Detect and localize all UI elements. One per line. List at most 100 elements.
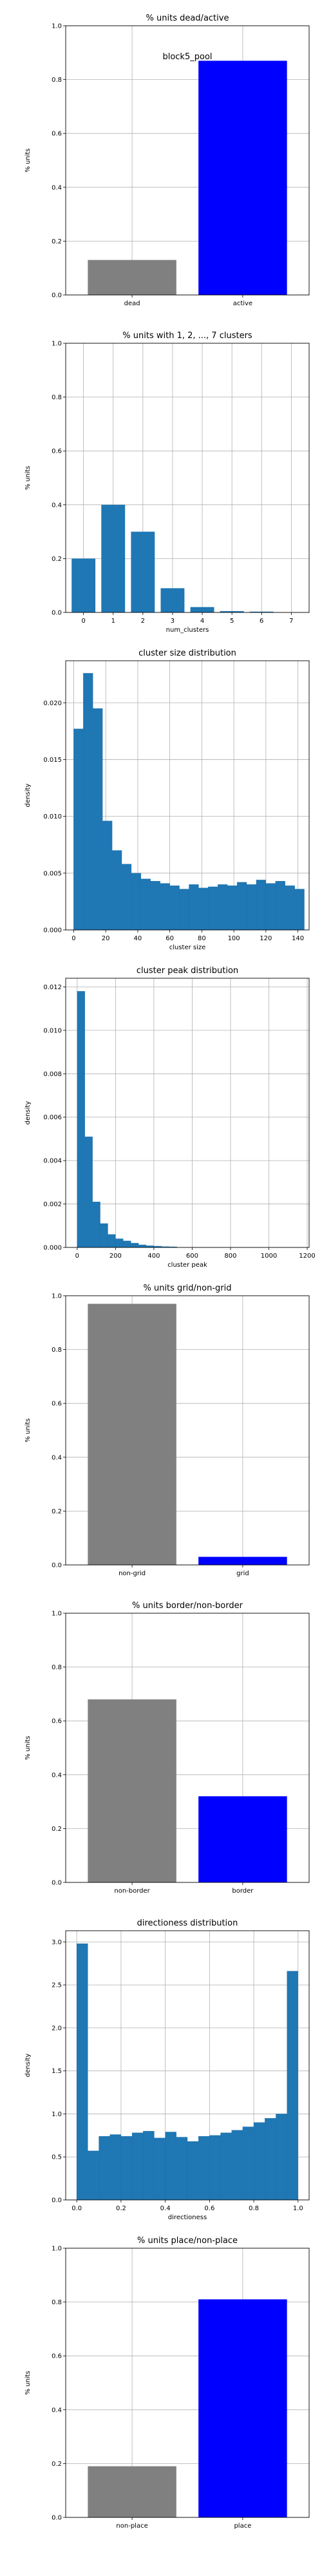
histogram-bin: [275, 881, 285, 931]
chart-title: cluster size distribution: [138, 649, 236, 658]
chart-title: % units with 1, 2, ..., 7 clusters: [122, 331, 252, 341]
bar-4: [190, 607, 214, 612]
histogram-bin: [123, 1240, 131, 1248]
x-tick-label: 0.8: [249, 2205, 259, 2212]
histogram-bin: [88, 2150, 99, 2201]
histogram-bin: [93, 708, 103, 931]
histogram-bin: [83, 673, 93, 931]
histogram-bin: [198, 887, 209, 931]
histogram-bin: [165, 2132, 176, 2201]
y-tick-label: 0.4: [52, 1772, 62, 1779]
plot-frame: [65, 1930, 310, 2201]
x-tick-label: 100: [228, 935, 240, 942]
bar-active: [198, 61, 287, 295]
y-tick-label: 0.6: [52, 131, 62, 138]
histogram-bin: [236, 882, 247, 931]
histogram-bin: [231, 2130, 243, 2201]
histogram-bin: [115, 1238, 124, 1248]
histogram-bin: [154, 2137, 166, 2201]
bar-3: [160, 588, 185, 612]
x-tick-label: 6: [260, 618, 263, 625]
y-tick-label: 0.020: [43, 700, 62, 707]
y-tick-label: 0.6: [52, 2353, 62, 2360]
x-tick-label: 1: [111, 618, 115, 625]
y-tick-label: 0.012: [43, 984, 62, 991]
x-axis-label: cluster peak: [167, 1262, 207, 1269]
histogram-bin: [294, 889, 305, 931]
histogram-bin: [208, 886, 218, 931]
y-axis-label: % units: [24, 1418, 32, 1442]
y-tick-label: 0.005: [43, 870, 62, 877]
x-tick-label: 0: [81, 618, 85, 625]
y-tick-label: 1.0: [52, 2111, 62, 2118]
chart-panel-5: [63, 1613, 310, 1885]
y-tick-label: 0.6: [52, 448, 62, 455]
histogram-bin: [265, 883, 276, 931]
y-tick-label: 1.5: [52, 2068, 62, 2075]
x-tick-label: 5: [230, 618, 234, 625]
histogram-bin: [179, 889, 189, 931]
histogram-bin: [131, 2132, 144, 2201]
x-tick-label: non-border: [114, 1888, 150, 1895]
y-tick-label: 0.6: [52, 1718, 62, 1725]
histogram-bin: [99, 2136, 110, 2201]
y-axis-label: % units: [24, 2371, 32, 2394]
histogram-bin: [256, 880, 267, 931]
histogram-bin: [92, 1202, 100, 1248]
x-tick-label: 120: [260, 935, 272, 942]
chart-title: % units grid/non-grid: [143, 1283, 231, 1293]
x-tick-label: non-place: [116, 2523, 147, 2530]
x-tick-label: 1.0: [293, 2205, 303, 2212]
y-tick-label: 0.010: [43, 1027, 62, 1034]
chart-panel-6: [63, 1930, 310, 2202]
y-tick-label: 0.2: [52, 238, 62, 245]
y-tick-label: 1.0: [52, 23, 62, 30]
x-tick-label: grid: [236, 1570, 249, 1577]
y-tick-label: 0.8: [52, 2299, 62, 2306]
bar-5: [220, 611, 244, 612]
y-axis-label: density: [24, 1101, 32, 1125]
histogram-bin: [169, 886, 180, 931]
histogram-bin: [109, 2134, 122, 2201]
histogram-bin: [218, 884, 228, 931]
bar-non-border: [88, 1699, 176, 1882]
histogram-bin: [242, 2126, 254, 2201]
x-tick-label: 60: [166, 935, 174, 942]
histogram-bin: [246, 884, 257, 931]
y-tick-label: 0.0: [52, 610, 62, 617]
y-tick-label: 1.0: [52, 341, 62, 348]
y-tick-label: 2.0: [52, 2025, 62, 2032]
x-tick-label: 1000: [261, 1253, 277, 1260]
y-tick-label: 0.002: [43, 1201, 62, 1208]
y-tick-label: 0.006: [43, 1114, 62, 1121]
histogram-bin: [84, 1136, 93, 1248]
histogram-bin: [77, 1943, 88, 2201]
y-tick-label: 0.8: [52, 77, 62, 84]
x-tick-label: 0: [75, 1253, 79, 1260]
x-tick-label: 20: [102, 935, 110, 942]
y-tick-label: 0.004: [43, 1158, 62, 1165]
y-tick-label: 0.000: [43, 1245, 62, 1252]
y-axis-label: density: [24, 2054, 32, 2078]
chart-panel-2: [63, 660, 310, 933]
y-tick-label: 0.4: [52, 184, 62, 191]
histogram-bin: [131, 873, 142, 931]
x-tick-label: 4: [200, 618, 204, 625]
bar-0: [71, 558, 96, 612]
plot-frame: [65, 25, 310, 296]
y-tick-label: 0.0: [52, 1562, 62, 1569]
y-tick-label: 0.8: [52, 1347, 62, 1354]
chart-annotation: block5_pool: [162, 52, 212, 62]
histogram-bin: [150, 881, 160, 931]
x-tick-label: 0: [71, 935, 75, 942]
bar-dead: [88, 260, 176, 295]
y-tick-label: 0.4: [52, 1454, 62, 1461]
y-tick-label: 0.000: [43, 927, 62, 934]
y-tick-label: 0.008: [43, 1071, 62, 1078]
plot-frame: [65, 1295, 310, 1566]
x-tick-label: 200: [109, 1253, 122, 1260]
bar-non-grid: [88, 1303, 176, 1565]
y-tick-label: 0.5: [52, 2154, 62, 2161]
